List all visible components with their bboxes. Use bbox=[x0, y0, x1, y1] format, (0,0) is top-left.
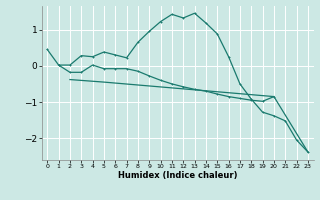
X-axis label: Humidex (Indice chaleur): Humidex (Indice chaleur) bbox=[118, 171, 237, 180]
